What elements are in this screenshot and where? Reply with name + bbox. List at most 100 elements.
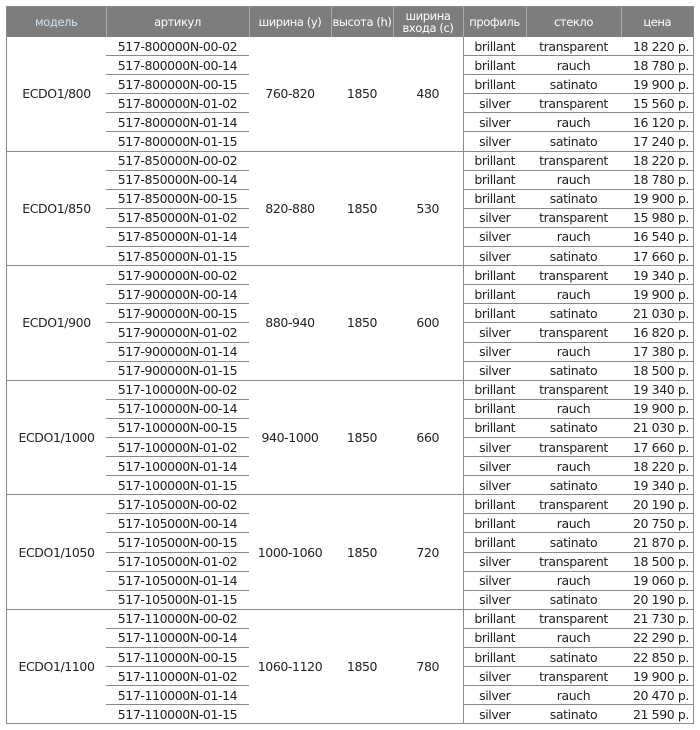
article-cell: 517-100000N-00-15 xyxy=(106,418,249,438)
article-cell: 517-900000N-01-02 xyxy=(106,322,249,343)
table-row: 517-105000N-01-02 silver transparent 18 500… xyxy=(7,552,693,572)
width-cell: 1060-1120 xyxy=(249,608,331,724)
glass-cell: rauch xyxy=(526,399,621,419)
glass-cell: rauch xyxy=(526,112,621,133)
article-cell: 517-110000N-01-15 xyxy=(117,706,238,722)
article-cell: 517-900000N-01-15 xyxy=(117,363,238,379)
article-cell: 517-105000N-00-14 xyxy=(106,513,249,534)
glass-cell: rauch xyxy=(526,685,621,706)
price-cell: 16 540 р. xyxy=(621,227,693,248)
model-cell: ECDO1/1050 xyxy=(7,494,106,610)
glass-cell: rauch xyxy=(526,628,621,649)
table-row: 517-105000N-01-15 silver satinato 20 190 р. xyxy=(7,590,693,610)
glass-cell: satinato xyxy=(549,134,598,150)
price-cell: 17 660 р. xyxy=(632,248,689,264)
price-table-container: модель артикул ширина (y) высота (h) шир… xyxy=(6,6,694,725)
profile-cell: brillant xyxy=(462,265,526,286)
article-cell: 517-850000N-00-15 xyxy=(106,189,249,209)
table-row: 517-800000N-01-02 silver transparent 15 560… xyxy=(7,93,693,114)
price-cell: 18 780 р. xyxy=(621,55,693,76)
glass-cell: transparent xyxy=(526,379,621,400)
price-cell: 19 340 р. xyxy=(621,265,693,286)
profile-cell: brillant xyxy=(462,303,526,324)
glass-cell: satinato xyxy=(549,706,598,722)
glass-cell: rauch xyxy=(526,284,621,305)
table-row: 517-800000N-00-14 brillant rauch 18 780 р. xyxy=(7,55,693,76)
table-row: 517-110000N-01-02 silver transparent 19 900… xyxy=(7,666,693,687)
glass-cell: transparent xyxy=(526,552,621,572)
profile-cell: silver xyxy=(462,246,526,266)
price-cell: 16 120 р. xyxy=(621,112,693,133)
profile-cell: brillant xyxy=(462,379,526,400)
glass-cell: rauch xyxy=(526,571,621,591)
profile-cell: brillant xyxy=(462,74,526,95)
glass-cell: satinato xyxy=(526,647,621,668)
article-cell: 517-800000N-00-02 xyxy=(106,37,249,57)
profile-cell: brillant xyxy=(462,399,526,419)
glass-cell: rauch xyxy=(526,170,621,190)
price-cell: 21 870 р. xyxy=(621,532,693,553)
glass-cell: satinato xyxy=(526,418,621,438)
table-row: 517-105000N-00-14 brillant rauch 20 750 р. xyxy=(7,513,693,534)
profile-cell: silver xyxy=(462,227,526,248)
profile-cell: silver xyxy=(462,93,526,114)
table-row: 517-100000N-00-15 brillant satinato 21 030 … xyxy=(7,418,693,438)
glass-cell: satinato xyxy=(526,189,621,209)
height-cell: 1850 xyxy=(331,494,393,610)
table-row: 517-800000N-00-15 brillant satinato 19 900 … xyxy=(7,74,693,95)
table-row: 517-100000N-00-14 brillant rauch 19 900 р. xyxy=(7,399,693,419)
article-cell: 517-850000N-00-02 xyxy=(106,150,249,171)
table-row: 517-100000N-01-02 silver transparent 17 660… xyxy=(7,437,693,458)
price-cell: 22 290 р. xyxy=(621,628,693,649)
model-cell: ECDO1/850 xyxy=(7,150,106,266)
price-cell: 17 380 р. xyxy=(621,342,693,362)
article-cell: 517-110000N-00-02 xyxy=(106,608,249,629)
header-price: цена xyxy=(620,7,693,37)
profile-cell: brillant xyxy=(462,647,526,668)
table-row: 517-105000N-01-14 silver rauch 19 060 р. xyxy=(7,571,693,591)
table-row: 517-900000N-00-15 brillant satinato 21 030 … xyxy=(7,303,693,324)
article-cell: 517-900000N-00-14 xyxy=(106,284,249,305)
article-cell: 517-900000N-00-02 xyxy=(106,265,249,286)
glass-cell: transparent xyxy=(526,322,621,343)
table-row: ECDO1/850 517-850000N-00-02 820-880 1850 530… xyxy=(7,150,693,266)
model-cell: ECDO1/1000 xyxy=(7,379,106,495)
price-cell: 21 730 р. xyxy=(621,608,693,629)
article-cell: 517-850000N-00-14 xyxy=(106,170,249,190)
article-cell: 517-850000N-01-15 xyxy=(117,248,238,264)
profile-cell: brillant xyxy=(462,55,526,76)
price-cell: 19 900 р. xyxy=(621,189,693,209)
article-cell: 517-100000N-00-02 xyxy=(106,379,249,400)
article-cell: 517-105000N-01-15 xyxy=(117,592,238,608)
price-cell: 18 220 р. xyxy=(621,456,693,477)
article-cell: 517-100000N-01-15 xyxy=(117,477,238,493)
profile-cell: brillant xyxy=(462,189,526,209)
width-cell: 1000-1060 xyxy=(249,494,331,610)
table-row: 517-800000N-01-14 silver rauch 16 120 р. xyxy=(7,112,693,133)
glass-cell: satinato xyxy=(549,248,598,264)
glass-cell: transparent xyxy=(526,437,621,458)
header-model: модель xyxy=(7,7,106,37)
article-cell: 517-800000N-00-15 xyxy=(106,74,249,95)
profile-cell: brillant xyxy=(462,628,526,649)
article-cell: 517-100000N-01-02 xyxy=(106,437,249,458)
height-cell: 1850 xyxy=(331,150,393,266)
table-row: 517-850000N-00-15 brillant satinato 19 900 … xyxy=(7,189,693,209)
entry-width-cell: 600 xyxy=(393,265,463,381)
article-cell: 517-100000N-01-14 xyxy=(106,456,249,477)
table-row: ECDO1/1000 517-100000N-00-02 940-1000 1850 6… xyxy=(7,379,693,495)
article-cell: 517-105000N-01-14 xyxy=(106,571,249,591)
table-row: 517-100000N-01-15 silver satinato 19 340 р. xyxy=(7,475,693,495)
table-row: 517-900000N-01-14 silver rauch 17 380 р. xyxy=(7,342,693,362)
width-cell: 760-820 xyxy=(265,86,315,102)
glass-cell: satinato xyxy=(549,477,598,493)
table-row: 517-900000N-00-14 brillant rauch 19 900 р. xyxy=(7,284,693,305)
profile-cell: silver xyxy=(462,131,526,152)
profile-cell: silver xyxy=(462,456,526,477)
article-cell: 517-105000N-00-15 xyxy=(106,532,249,553)
profile-cell: brillant xyxy=(462,608,526,629)
price-cell: 19 060 р. xyxy=(621,571,693,591)
height-cell: 1850 xyxy=(331,608,393,724)
price-cell: 19 340 р. xyxy=(621,379,693,400)
glass-cell: rauch xyxy=(526,227,621,248)
